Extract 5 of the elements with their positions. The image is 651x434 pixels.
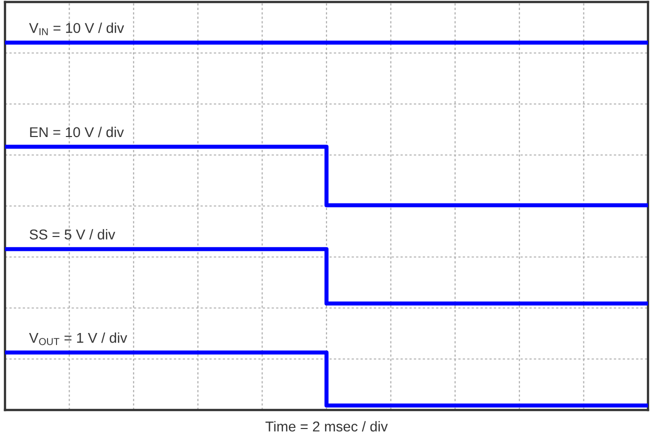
series-label: V$_{OUT}$ = 1 V / div <box>29 332 128 346</box>
x-axis-title: Time = 2 msec / div <box>265 421 388 432</box>
series-label: SS = 5 V / div <box>30 229 116 240</box>
series-label: EN = 10 V / div <box>30 126 124 138</box>
series-label: V$_{IN}$ = 10 V / div <box>29 22 124 36</box>
